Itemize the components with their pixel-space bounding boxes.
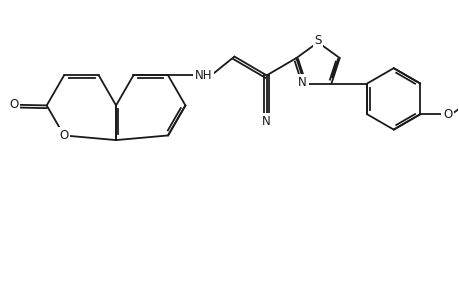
Text: O: O — [9, 98, 18, 111]
Text: N: N — [262, 115, 270, 128]
Text: O: O — [442, 108, 451, 121]
Text: S: S — [313, 34, 321, 47]
Text: NH: NH — [195, 69, 212, 82]
Text: O: O — [59, 129, 68, 142]
Text: N: N — [297, 76, 307, 89]
